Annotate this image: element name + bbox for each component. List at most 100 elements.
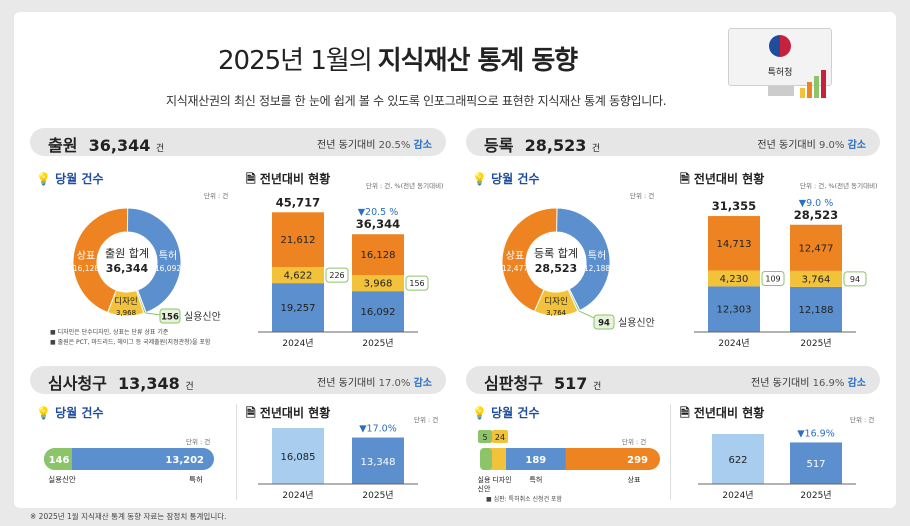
application-yoy-label: 전년 동기대비 (317, 140, 376, 151)
registration-yoy-bar-특허-0 (708, 286, 760, 332)
registration-slice-name-trademark: 상표 (506, 250, 524, 262)
registration-total: 28,523 (524, 136, 587, 155)
registration-monthly-subtitle: 💡 당월 건수 (472, 172, 540, 186)
application-donut-center-value: 36,344 (106, 262, 149, 275)
registration-yoy-bar-특허-1 (790, 286, 842, 332)
examination-yoy-bar-0 (272, 428, 324, 484)
registration-slice-name-patent: 특허 (588, 250, 606, 262)
application-yoy-bar-상표-0 (272, 212, 324, 268)
examination-monthly-subtitle: 💡 당월 건수 (36, 406, 104, 420)
lightbulb-icon: 💡 (36, 406, 51, 420)
registration-yoy-utility-badge-1 (843, 271, 867, 287)
application-donut-slice-상표 (72, 207, 129, 314)
registration-yoy-label: 전년 동기대비 (757, 140, 816, 151)
trial-total: 517 (554, 374, 588, 393)
trial-yoy-bar-1 (790, 442, 842, 484)
trial-utility-badge (478, 430, 492, 443)
registration-yoy-utility-label-0: 109 (765, 274, 780, 283)
page-subtitle: 지식재산권의 최신 정보를 한 눈에 쉽게 볼 수 있도록 인포그래픽으로 표현… (166, 94, 667, 108)
application-yoy-bar-label-특허-0: 19,257 (281, 303, 316, 314)
trial-yoy-bar-0 (712, 434, 764, 484)
application-yoy-category-1: 2025년 (362, 338, 393, 349)
application-yoy-pct: 20.5% (378, 140, 411, 151)
registration-direction: 감소 (847, 140, 866, 151)
application-yoy-change-label: ▼20.5 % (358, 207, 399, 218)
application-yoy-bar-label-디자인-1: 3,968 (364, 279, 393, 290)
trial-hbar-unit: 단위 : 건 (622, 438, 647, 446)
registration-yoy-bar-label-특허-0: 12,303 (717, 305, 752, 316)
trial-yoy-subtitle: 🗎 전년대비 현황 (680, 406, 765, 420)
registration-yoy-bar-label-상표-1: 12,477 (799, 243, 834, 254)
registration-slice-value-trademark: 12,477 (502, 264, 528, 273)
application-donut-unit: 단위 : 건 (204, 192, 229, 200)
application-note-2: ■ 출원은 PCT, 마드리드, 헤이그 등 국제출원(지정관청)을 포함 (50, 339, 211, 346)
registration-bar-unit: 단위 : 건, %(전년 동기대비) (800, 182, 878, 190)
trial-hbar-patent-value: 189 (525, 455, 546, 466)
examination-hbar-utility-edge (62, 448, 72, 470)
application-yoy-bar-특허-0 (272, 283, 324, 332)
examination-header: 심사청구 13,348 건 전년 동기대비 17.0% 감소 (30, 366, 446, 394)
application-total: 36,344 (88, 136, 151, 155)
registration-yoy-pct: 9.0% (819, 140, 845, 151)
lightbulb-icon: 💡 (36, 172, 51, 186)
examination-hbar-patent-name: 특허 (189, 475, 203, 484)
examination-yoy-bar-1 (352, 437, 404, 484)
trial-hbar-trademark-value: 299 (627, 455, 648, 466)
registration-slice-value-design: 3,764 (546, 309, 567, 317)
trial-yoy-bar-label-1: 517 (806, 459, 825, 470)
registration-yoy-bar-상표-1 (790, 224, 842, 271)
application-yoy-category-0: 2024년 (282, 338, 313, 349)
trial-hbar-design-name: 디자인 (492, 475, 511, 484)
lightbulb-icon: 💡 (472, 172, 487, 186)
registration-yoy-utility-badge-0 (761, 270, 785, 286)
application-yoy-total-1: 36,344 (356, 217, 400, 231)
examination-hbar-patent (44, 448, 214, 470)
application-yoy-bar-디자인-1 (352, 275, 404, 292)
application-donut-slice-특허 (126, 207, 182, 314)
examination-total-unit: 건 (185, 382, 194, 392)
examination-yoy-bar-label-1: 13,348 (361, 457, 396, 468)
trial-yoy-category-0: 2024년 (722, 490, 753, 501)
application-yoy-bar-label-상표-1: 16,128 (361, 250, 396, 261)
trial-note: ■ 심판: 특허취소 신청건 포함 (486, 496, 563, 503)
trial-hbar-patent (506, 448, 566, 470)
document-icon: 🗎 (680, 172, 690, 186)
trial-monthly-subtitle: 💡 당월 건수 (472, 406, 540, 420)
application-yoy-utility-label-0: 226 (329, 271, 344, 280)
application-bar-unit: 단위 : 건, %(전년 동기대비) (366, 182, 444, 190)
trial-bar-unit: 단위 : 건 (850, 416, 875, 424)
trial-hbar-utility (480, 448, 492, 470)
examination-hbar-utility-name: 실용신안 (48, 474, 76, 484)
registration-yoy-bar-디자인-0 (708, 270, 760, 287)
registration-donut-hole (527, 233, 585, 291)
trial-yoy-label: 전년 동기대비 (751, 378, 810, 389)
examination-yoy-pct: 17.0% (378, 378, 411, 389)
application-yoy-bar-디자인-0 (272, 267, 324, 284)
divider (236, 404, 237, 500)
trial-utility-value: 5 (482, 433, 487, 442)
application-title: 출원 (48, 136, 78, 155)
examination-hbar-unit: 단위 : 건 (186, 438, 211, 446)
divider (670, 404, 671, 500)
registration-utility-name: 실용신안 (618, 317, 655, 329)
lightbulb-icon: 💡 (472, 406, 487, 420)
trial-title: 심판청구 (484, 374, 543, 393)
examination-yoy-change-label: ▼17.0% (359, 424, 397, 435)
registration-yoy-category-1: 2025년 (800, 338, 831, 349)
application-monthly-subtitle: 💡 당월 건수 (36, 172, 104, 186)
trial-hbar-trademark-name: 상표 (628, 475, 641, 484)
trial-hbar-utility-name-2: 신안 (478, 484, 491, 493)
trial-design-badge (492, 430, 508, 443)
application-header: 출원 36,344 건 전년 동기대비 20.5% 감소 (30, 128, 446, 156)
application-yoy-utility-badge-0 (325, 267, 349, 283)
registration-utility-badge (593, 314, 615, 330)
trial-design-value: 24 (495, 433, 505, 442)
examination-yoy-category-0: 2024년 (282, 490, 313, 501)
registration-title: 등록 (484, 136, 514, 155)
trial-hbar-utility-name-1: 실용 (478, 475, 491, 484)
logo-text: 특허청 (767, 68, 793, 78)
registration-yoy-subtitle: 🗎 전년대비 현황 (680, 172, 765, 186)
registration-yoy-total-1: 28,523 (794, 208, 838, 222)
application-yoy-bar-특허-1 (352, 291, 404, 332)
